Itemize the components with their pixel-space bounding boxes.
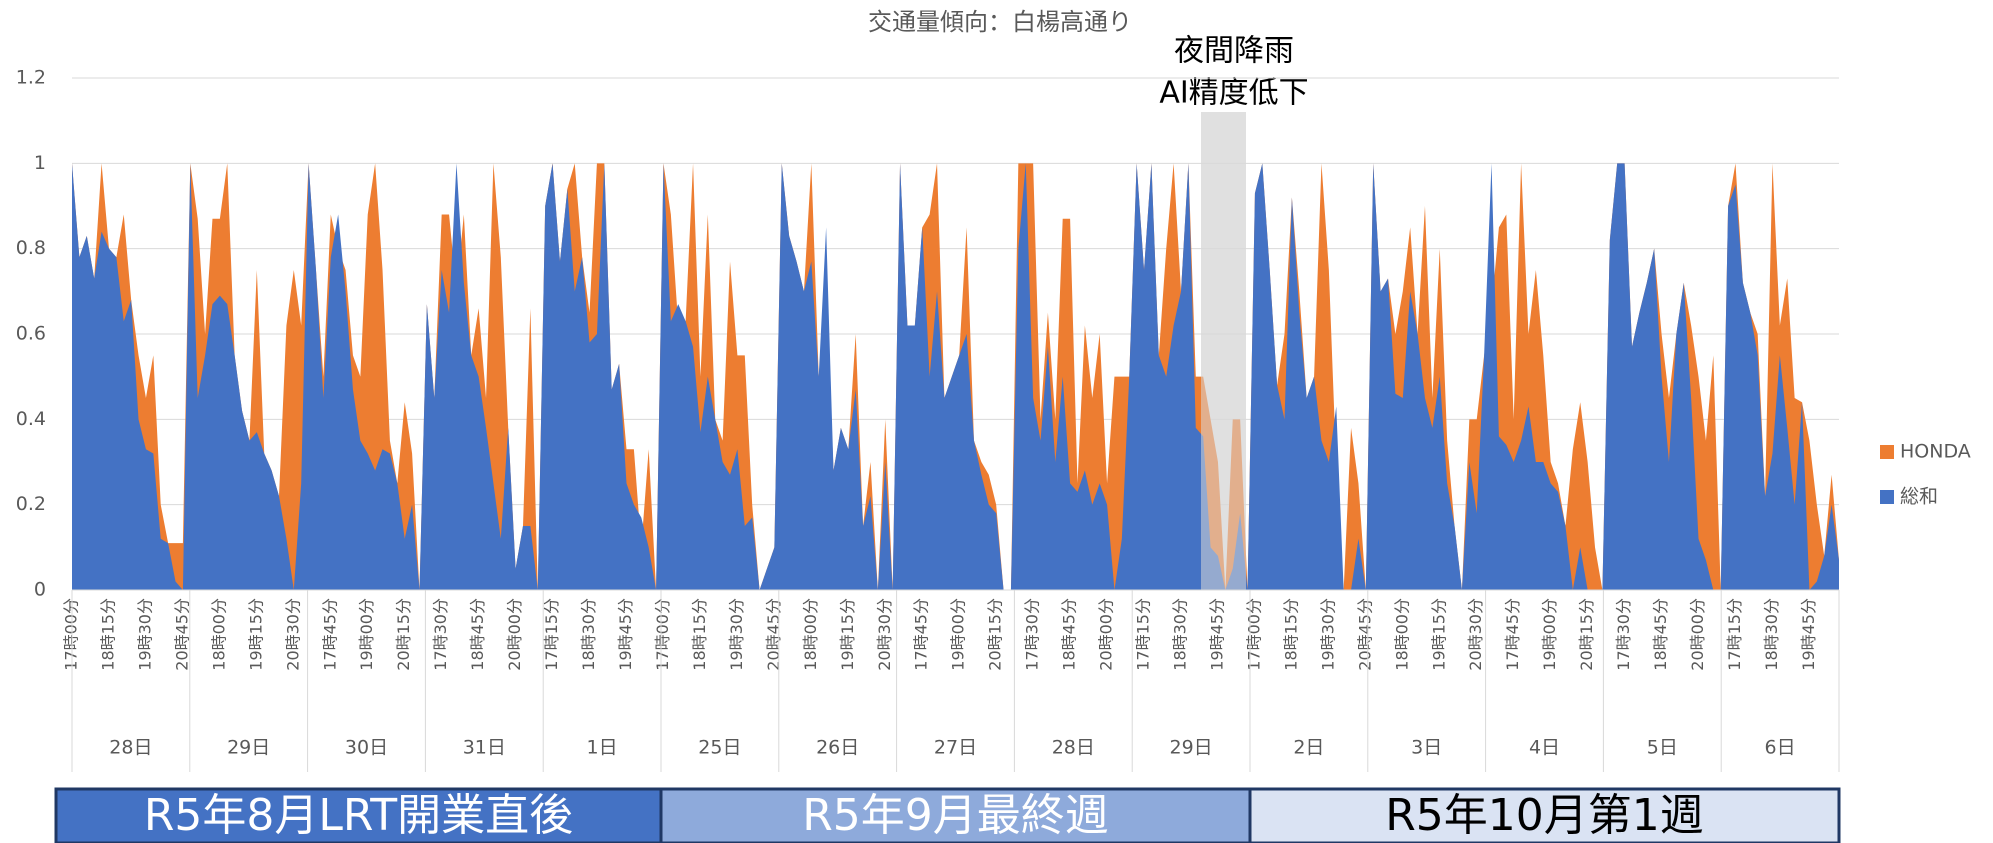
x-tick-label: 20時45分	[172, 598, 191, 671]
day-label: 5日	[1647, 737, 1678, 759]
x-tick-label: 17時00分	[1244, 598, 1263, 671]
x-tick-label: 18時00分	[209, 598, 228, 671]
x-tick-label: 20時15分	[1577, 598, 1596, 671]
x-tick-label: 18時30分	[579, 598, 598, 671]
day-label: 25日	[698, 737, 741, 759]
x-tick-label: 19時30分	[727, 598, 746, 671]
day-label: 27日	[934, 737, 977, 759]
x-tick-label: 18時00分	[801, 598, 820, 671]
x-tick-label: 20時00分	[1688, 598, 1707, 671]
x-tick-label: 19時00分	[949, 598, 968, 671]
x-tick-label: 20時15分	[986, 598, 1005, 671]
x-tick-label: 18時15分	[98, 598, 117, 671]
y-tick-label: 1.2	[16, 67, 46, 89]
y-tick-label: 0	[34, 579, 46, 601]
x-tick-label: 17時45分	[1503, 598, 1522, 671]
y-tick-label: 1	[34, 152, 46, 174]
y-tick-label: 0.8	[16, 237, 46, 259]
x-tick-label: 18時15分	[1281, 598, 1300, 671]
day-label: 1日	[587, 737, 618, 759]
x-tick-label: 20時00分	[505, 598, 524, 671]
x-tick-label: 17時45分	[320, 598, 339, 671]
day-label: 31日	[463, 737, 506, 759]
x-tick-label: 17時15分	[542, 598, 561, 671]
day-label: 6日	[1765, 737, 1796, 759]
x-tick-label: 19時30分	[1318, 598, 1337, 671]
day-label: 3日	[1411, 737, 1442, 759]
legend-label: 総和	[1900, 486, 1938, 508]
y-tick-label: 0.4	[16, 408, 46, 430]
x-tick-label: 18時15分	[690, 598, 709, 671]
x-tick-label: 17時00分	[62, 598, 81, 671]
day-label: 28日	[1052, 737, 1095, 759]
period-band	[1248, 787, 1841, 843]
x-tick-label: 19時45分	[1799, 598, 1818, 671]
period-label: R5年8月LRT開業直後	[144, 790, 573, 841]
period-label: R5年10月第1週	[1385, 790, 1704, 841]
day-label: 26日	[816, 737, 859, 759]
x-tick-label: 19時00分	[357, 598, 376, 671]
x-tick-label: 20時15分	[394, 598, 413, 671]
x-tick-label: 17時15分	[1725, 598, 1744, 671]
x-tick-label: 18時00分	[1392, 598, 1411, 671]
x-tick-label: 18時30分	[1762, 598, 1781, 671]
legend-swatch	[1880, 490, 1894, 504]
period-label: R5年9月最終週	[802, 790, 1109, 841]
day-label: 4日	[1529, 737, 1560, 759]
x-tick-label: 17時45分	[912, 598, 931, 671]
annotation: 夜間降雨	[1174, 34, 1294, 69]
legend-label: HONDA	[1900, 441, 1971, 463]
highlight-band	[1201, 112, 1246, 590]
x-tick-label: 19時45分	[1207, 598, 1226, 671]
x-tick-label: 18時30分	[1170, 598, 1189, 671]
x-tick-label: 17時15分	[1134, 598, 1153, 671]
area	[72, 163, 1839, 590]
legend-swatch	[1880, 445, 1894, 459]
day-label: 28日	[109, 737, 152, 759]
x-tick-label: 19時15分	[246, 598, 265, 671]
x-tick-label: 20時45分	[764, 598, 783, 671]
period-band	[54, 787, 663, 843]
period-band	[659, 787, 1252, 843]
y-tick-label: 0.6	[16, 323, 46, 345]
x-tick-label: 19時00分	[1540, 598, 1559, 671]
x-tick-label: 19時15分	[1429, 598, 1448, 671]
x-tick-label: 20時30分	[283, 598, 302, 671]
x-tick-label: 20時30分	[875, 598, 894, 671]
day-label: 29日	[227, 737, 270, 759]
annotation: AI精度低下	[1159, 76, 1308, 111]
x-tick-label: 17時30分	[1614, 598, 1633, 671]
y-tick-label: 0.2	[16, 493, 46, 515]
x-tick-label: 19時30分	[135, 598, 154, 671]
day-label: 29日	[1170, 737, 1213, 759]
x-tick-label: 18時45分	[1651, 598, 1670, 671]
x-tick-label: 20時30分	[1466, 598, 1485, 671]
x-tick-label: 20時45分	[1355, 598, 1374, 671]
x-tick-label: 20時00分	[1097, 598, 1116, 671]
x-tick-label: 18時45分	[1060, 598, 1079, 671]
day-label: 2日	[1293, 737, 1324, 759]
x-tick-label: 19時15分	[838, 598, 857, 671]
x-tick-label: 17時00分	[653, 598, 672, 671]
x-tick-label: 18時45分	[468, 598, 487, 671]
x-tick-label: 17時30分	[431, 598, 450, 671]
x-tick-label: 19時45分	[616, 598, 635, 671]
chart-title: 交通量傾向：白楊高通り	[868, 8, 1132, 36]
day-label: 30日	[345, 737, 388, 759]
x-tick-label: 17時30分	[1023, 598, 1042, 671]
